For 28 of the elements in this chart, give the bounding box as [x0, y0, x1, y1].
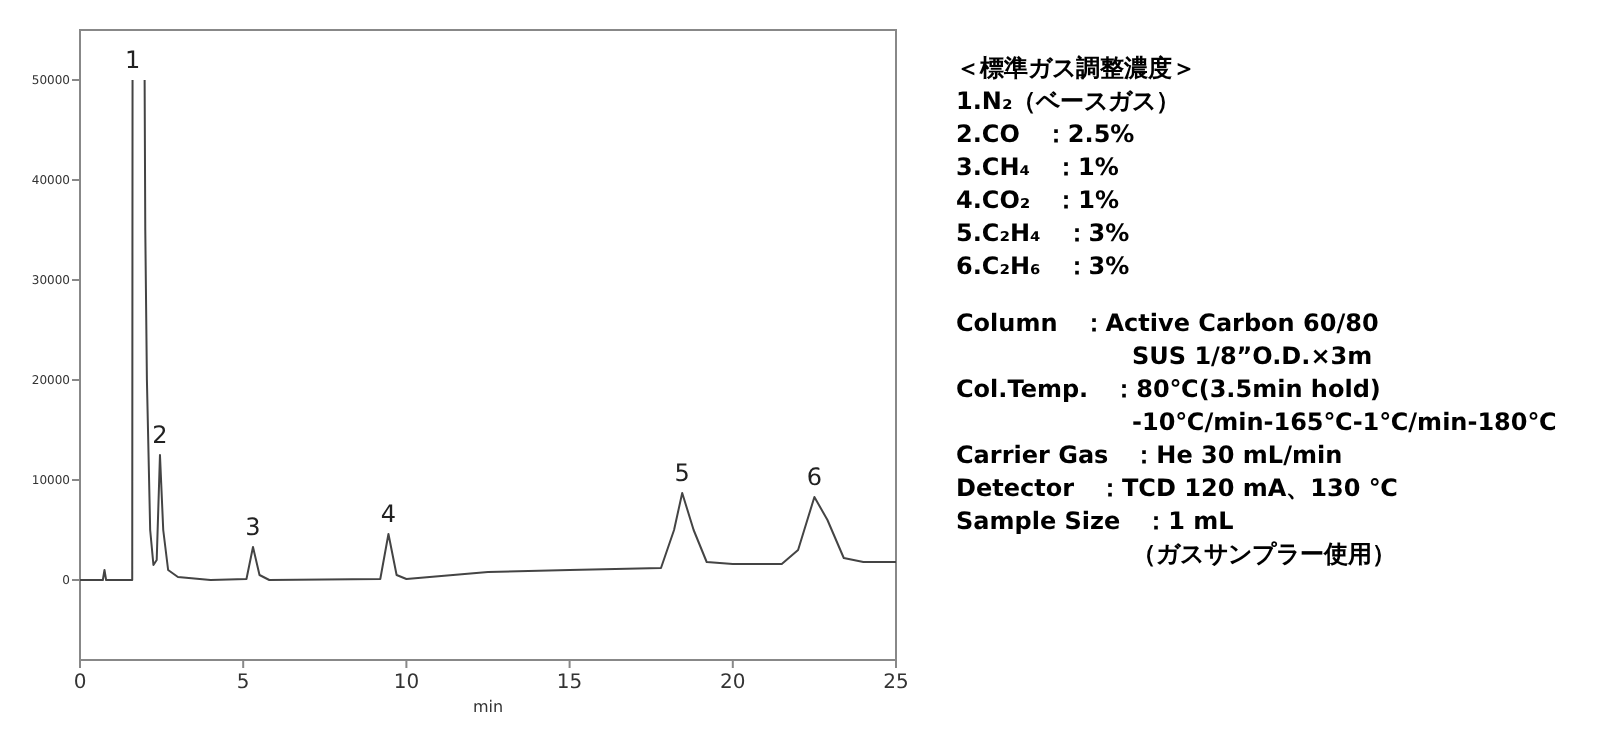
text: 6.C₂H₆ ：3% [956, 252, 1130, 280]
x-tick-label: 15 [556, 672, 583, 694]
text: 3.CH₄ ：1% [956, 153, 1119, 181]
x-tick-label: 25 [883, 672, 909, 694]
x-tick-label: 20 [720, 672, 746, 694]
text: （ガスサンプラー使用） [1132, 540, 1396, 568]
text: Column ：Active Carbon 60/80 [956, 309, 1379, 337]
annotation: 2 [152, 421, 168, 449]
text: 4.CO₂ ：1% [956, 186, 1120, 214]
text: SUS 1/8”O.D.×3m [1132, 342, 1373, 370]
x-axis-title: min [472, 698, 504, 716]
text: -10℃/min-165℃-1℃/min-180℃ [1132, 408, 1557, 436]
annotation: 5 [674, 459, 690, 487]
annotation: 4 [380, 500, 397, 528]
text: 1.N₂（ベースガス） [956, 87, 1181, 115]
text: Sample Size ：1 mL [956, 507, 1235, 535]
annotation: 3 [245, 513, 261, 541]
x-tick-label: 10 [393, 672, 420, 694]
annotation: 1 [124, 46, 141, 74]
text: 2.CO ：2.5% [956, 120, 1135, 148]
text: Detector ：TCD 120 mA、130 ℃ [956, 474, 1398, 502]
text: ＜標準ガス調整濃度＞ [956, 54, 1196, 82]
x-tick-label: 5 [236, 672, 250, 694]
x-tick-label: 0 [73, 672, 87, 694]
text: 5.C₂H₄ ：3% [956, 219, 1130, 247]
text: Col.Temp. ：80℃(3.5min hold) [956, 375, 1381, 403]
annotation: 6 [806, 463, 823, 491]
text: Carrier Gas ：He 30 mL/min [956, 441, 1343, 469]
